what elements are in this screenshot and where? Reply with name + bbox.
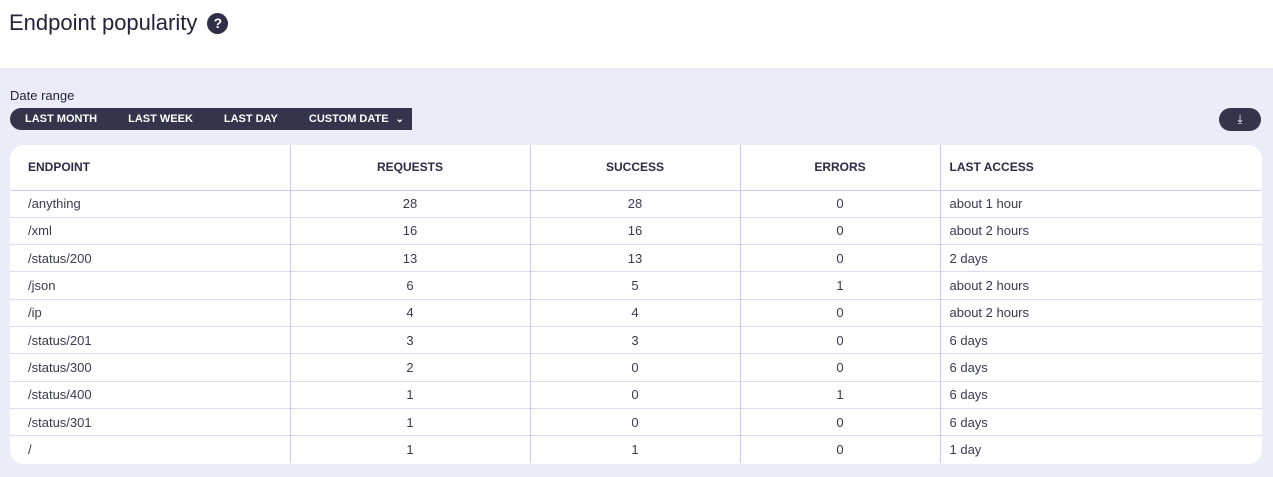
table-cell: 1 — [289, 407, 530, 436]
table-cell: 4 — [529, 298, 740, 327]
column-header[interactable]: LAST ACCESS — [939, 145, 1262, 191]
table-row: /status/200 13 13 0 2 days — [10, 244, 1262, 272]
table-row: /anything 28 28 0 about 1 hour — [10, 189, 1262, 218]
table-cell: /status/200 — [10, 244, 290, 272]
table-row: /status/201 3 3 0 6 days — [10, 325, 1262, 354]
table-cell: 6 days — [939, 380, 1262, 409]
table-row: /1 1 0 1 day — [10, 435, 1262, 463]
table-cell: 3 — [289, 325, 530, 354]
table-cell: 1 — [739, 380, 940, 409]
download-button[interactable]: ⤓ — [1219, 108, 1261, 131]
table-cell: /ip — [10, 298, 290, 327]
table-cell: 0 — [529, 380, 740, 409]
table-cell: 0 — [739, 407, 940, 436]
table-cell: 1 day — [939, 435, 1262, 463]
page-title-text: Endpoint popularity — [9, 10, 198, 35]
table-cell: 28 — [529, 189, 740, 218]
table-cell: 28 — [289, 189, 530, 218]
column-header[interactable]: SUCCESS — [529, 145, 740, 191]
page-title: Endpoint popularity ? — [9, 10, 229, 36]
table-cell: /status/201 — [10, 325, 290, 354]
last-week-button[interactable]: LAST WEEK — [128, 113, 193, 125]
table-cell: /anything — [10, 189, 290, 218]
question-circle-icon[interactable]: ? — [207, 12, 229, 34]
endpoint-table: ENDPOINT REQUESTS SUCCESS ERRORS LAST ACCESS… — [10, 145, 1262, 464]
table-cell: 6 days — [939, 353, 1262, 382]
table-cell: 0 — [739, 435, 940, 463]
table-cell: 1 — [289, 380, 530, 409]
table-cell: /status/400 — [10, 380, 290, 409]
column-header[interactable]: REQUESTS — [289, 145, 530, 191]
table-cell: 16 — [289, 216, 530, 245]
table-cell: 6 days — [939, 325, 1262, 354]
table-row: /json 6 5 1 about 2 hours — [10, 271, 1262, 300]
table-cell: / — [10, 435, 290, 463]
table-row: /status/300 2 0 0 6 days — [10, 353, 1262, 382]
table-cell: 1 — [529, 435, 740, 463]
table-cell: about 2 hours — [939, 216, 1262, 245]
date-range-selector: LAST MONTH LAST WEEK LAST DAY CUSTOM DAT… — [10, 108, 412, 130]
table-cell: 0 — [739, 353, 940, 382]
table-cell: 3 — [529, 325, 740, 354]
table-cell: 1 — [289, 435, 530, 463]
last-day-button[interactable]: LAST DAY — [223, 113, 278, 125]
table-cell: 4 — [289, 298, 530, 327]
date-range-label: Date range — [10, 88, 75, 103]
table-cell: /json — [10, 271, 290, 300]
table-cell: 5 — [529, 271, 740, 300]
table-cell: 13 — [289, 244, 530, 272]
table-row: /ip 4 4 0 about 2 hours — [10, 298, 1262, 327]
table-cell: 6 days — [939, 407, 1262, 436]
table-cell: about 2 hours — [939, 298, 1262, 327]
table-cell: 0 — [529, 353, 740, 382]
table-cell: /xml — [10, 216, 290, 245]
table-cell: 2 — [289, 353, 530, 382]
table-row: /status/400 1 0 1 6 days — [10, 380, 1262, 409]
last-month-button[interactable]: LAST MONTH — [25, 113, 98, 125]
table-cell: /status/301 — [10, 407, 290, 436]
table-row: /status/301 1 0 0 6 days — [10, 407, 1262, 436]
table-row: /xml 16 16 0 about 2 hours — [10, 216, 1262, 245]
content-panel: Date range LAST MONTH LAST WEEK LAST DAY… — [0, 68, 1273, 477]
table-cell: about 2 hours — [939, 271, 1262, 300]
table-cell: /status/300 — [10, 353, 290, 382]
column-header[interactable]: ERRORS — [739, 145, 940, 191]
table-cell: 0 — [739, 244, 940, 272]
table-cell: about 1 hour — [939, 189, 1262, 218]
custom-date-button[interactable]: CUSTOM DATE — [308, 113, 389, 125]
table-cell: 1 — [739, 271, 940, 300]
table-cell: 0 — [739, 216, 940, 245]
download-icon: ⤓ — [1237, 112, 1243, 126]
table-cell: 0 — [529, 407, 740, 436]
table-cell: 16 — [529, 216, 740, 245]
table-cell: 2 days — [939, 244, 1262, 272]
table-cell: 6 — [289, 271, 530, 300]
chevron-down-icon[interactable]: ⌄ — [395, 113, 404, 125]
table-cell: 0 — [739, 189, 940, 218]
column-header[interactable]: ENDPOINT — [10, 145, 290, 191]
table-cell: 0 — [739, 298, 940, 327]
table-cell: 0 — [739, 325, 940, 354]
table-cell: 13 — [529, 244, 740, 272]
